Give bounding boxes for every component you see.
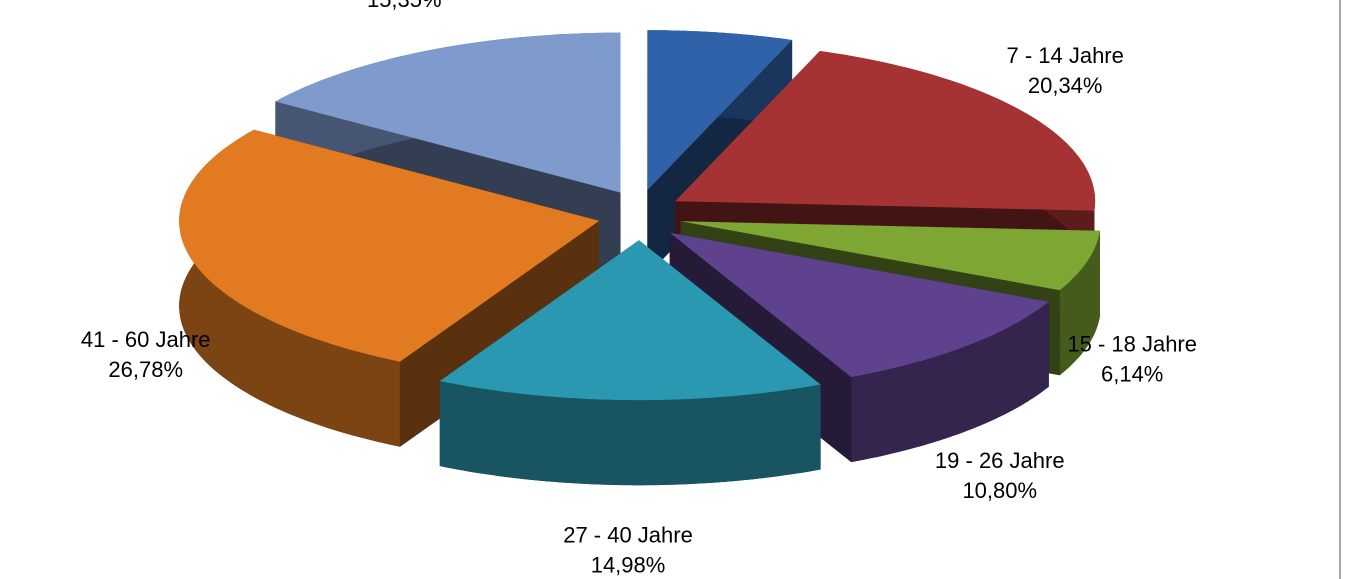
data-label-value: 14,98% [591,553,666,578]
data-label-category: 19 - 26 Jahre [935,448,1065,473]
data-label-category: 27 - 40 Jahre [563,523,693,548]
slice [680,221,1100,291]
data-label-value: 15,35% [367,0,442,12]
data-label-value: 20,34% [1028,73,1103,98]
slice [439,240,821,486]
slice [669,232,1049,378]
data-label-category: 7 - 14 Jahre [1006,43,1123,68]
data-label-value: 26,78% [108,357,183,382]
slice [275,32,621,193]
slice-side [851,301,1049,463]
data-label-value: 10,80% [962,478,1037,503]
slice [675,51,1096,211]
slice [179,129,600,362]
slice [439,240,821,401]
slice-side [439,381,821,486]
slice [647,30,793,191]
slice-side [1059,230,1100,376]
data-label-value: 6,14% [1101,361,1163,386]
data-label-category: 15 - 18 Jahre [1067,331,1197,356]
data-label-category: 41 - 60 Jahre [81,327,211,352]
